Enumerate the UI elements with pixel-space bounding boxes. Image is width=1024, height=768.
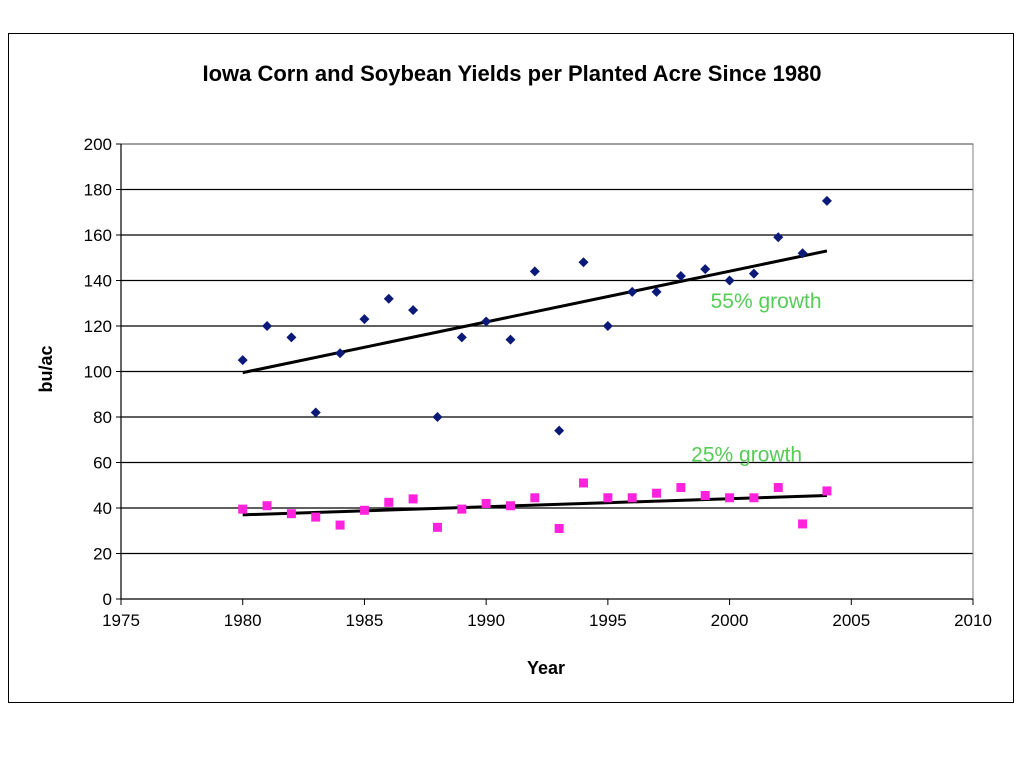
diamond-point xyxy=(286,332,297,343)
diamond-point xyxy=(724,275,735,286)
x-tick-label: 2005 xyxy=(832,611,870,630)
y-tick-label: 20 xyxy=(93,545,112,564)
diamond-point xyxy=(432,412,443,422)
chart-frame: Iowa Corn and Soybean Yields per Planted… xyxy=(8,33,1014,703)
diamond-point xyxy=(262,321,273,331)
square-point xyxy=(822,486,832,496)
square-point xyxy=(335,520,345,530)
chart-svg: Iowa Corn and Soybean Yields per Planted… xyxy=(36,61,992,678)
x-axis-label: Year xyxy=(527,658,565,678)
diamond-point xyxy=(651,286,662,297)
y-tick-label: 140 xyxy=(84,272,112,291)
y-axis-label: bu/ac xyxy=(36,345,56,392)
growth-annotation: 25% growth xyxy=(691,443,802,466)
square-point xyxy=(652,488,662,498)
diamond-point xyxy=(627,286,638,297)
diamond-point xyxy=(797,248,808,259)
x-tick-label: 1980 xyxy=(224,611,262,630)
x-tick-label: 1985 xyxy=(346,611,384,630)
diamond-point xyxy=(456,332,467,343)
square-point xyxy=(798,519,808,529)
diamond-point xyxy=(383,293,394,304)
diamond-point xyxy=(408,305,419,316)
square-point xyxy=(700,490,710,500)
square-point xyxy=(505,501,515,511)
y-tick-label: 180 xyxy=(84,181,112,200)
y-tick-label: 40 xyxy=(93,499,112,518)
square-point xyxy=(286,509,296,519)
diamond-point xyxy=(748,268,759,279)
x-tick-label: 1995 xyxy=(589,611,627,630)
y-tick-label: 120 xyxy=(84,317,112,336)
square-point xyxy=(773,483,783,493)
square-point xyxy=(481,498,491,508)
growth-annotation: 55% growth xyxy=(711,290,822,313)
y-tick-label: 60 xyxy=(93,454,112,473)
diamond-point xyxy=(675,270,686,281)
square-point xyxy=(603,493,613,503)
square-point xyxy=(725,493,735,503)
square-point xyxy=(359,505,369,515)
diamond-point xyxy=(505,334,516,345)
tick-labels: 0 20 40 60 80 100 120 140 160 180 200 1975 1980 1985 1… xyxy=(84,135,992,630)
square-point xyxy=(554,523,564,533)
y-tick-label: 0 xyxy=(103,590,112,609)
diamond-point xyxy=(310,407,321,418)
square-point xyxy=(579,478,589,488)
square-point xyxy=(384,497,394,507)
annotations: 55% growth 25% growth xyxy=(691,290,821,467)
axes xyxy=(116,143,974,605)
square-point xyxy=(311,512,321,522)
diamond-point xyxy=(821,195,832,206)
diamond-point xyxy=(481,316,492,327)
diamond-point xyxy=(237,355,248,366)
y-tick-label: 100 xyxy=(84,363,112,382)
square-point xyxy=(457,504,467,514)
square-point xyxy=(676,483,686,493)
x-tick-label: 2000 xyxy=(711,611,749,630)
x-tick-label: 1975 xyxy=(102,611,140,630)
gridlines xyxy=(121,143,973,555)
diamond-point xyxy=(700,264,711,275)
diamond-point xyxy=(529,266,540,277)
y-tick-label: 80 xyxy=(93,408,112,427)
diamond-point xyxy=(578,257,589,268)
diamond-point xyxy=(335,348,346,359)
x-tick-label: 1990 xyxy=(467,611,505,630)
diamond-point xyxy=(554,425,565,436)
square-point xyxy=(408,494,418,504)
y-tick-label: 200 xyxy=(84,135,112,154)
x-tick-label: 2010 xyxy=(954,611,992,630)
chart-title: Iowa Corn and Soybean Yields per Planted… xyxy=(202,61,821,86)
square-point xyxy=(530,493,540,503)
square-point xyxy=(627,493,637,503)
diamond-point xyxy=(359,314,370,325)
y-tick-label: 160 xyxy=(84,226,112,245)
square-point xyxy=(749,493,759,503)
square-point xyxy=(238,504,248,514)
diamond-point xyxy=(602,321,613,331)
diamond-point xyxy=(773,232,784,243)
square-point xyxy=(262,501,272,511)
square-point xyxy=(432,522,442,532)
data-points xyxy=(237,195,832,533)
